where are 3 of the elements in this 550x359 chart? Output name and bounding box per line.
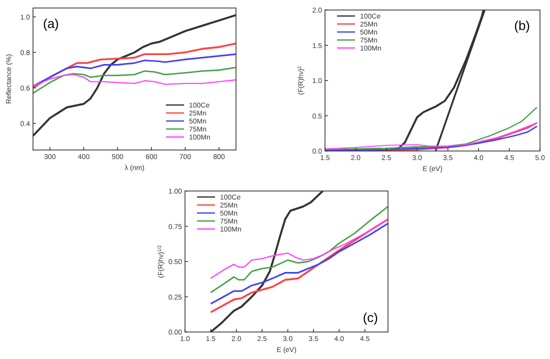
annotation: (a) — [43, 16, 59, 31]
annotation: (b) — [514, 18, 530, 33]
annotation: (c) — [362, 310, 378, 325]
